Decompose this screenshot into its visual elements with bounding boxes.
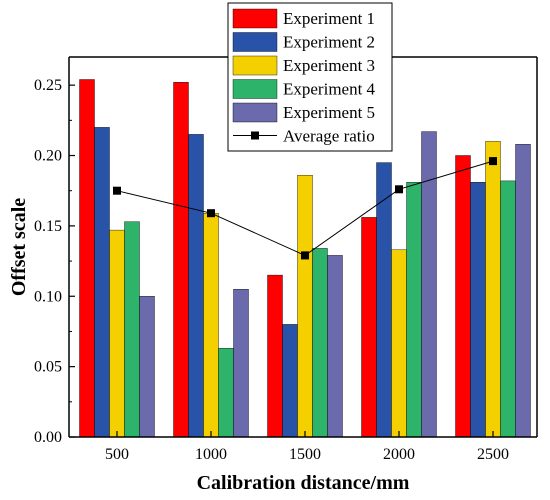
bar-exp3-2000 xyxy=(391,249,407,438)
bar-exp3-1500 xyxy=(297,174,313,438)
legend: Experiment 1 Experiment 2 Experiment 3 Expe… xyxy=(227,2,393,152)
bar-exp5-500 xyxy=(139,296,155,438)
x-axis-title: Calibration distance/mm xyxy=(197,472,410,494)
bar-exp3-1000 xyxy=(203,212,219,438)
legend-swatch-exp2 xyxy=(232,32,278,52)
bar-exp4-2500 xyxy=(500,180,516,438)
bar-exp1-1500 xyxy=(267,274,283,438)
legend-label-exp1: Experiment 1 xyxy=(283,9,375,28)
legend-label-exp2: Experiment 2 xyxy=(283,33,375,52)
average-line-layer xyxy=(113,157,497,260)
x-tick-label: 500 xyxy=(105,446,129,463)
bar-exp2-2500 xyxy=(470,182,486,438)
bars-layer xyxy=(79,79,531,438)
bar-exp3-500 xyxy=(109,229,125,438)
y-tick-label: 0.20 xyxy=(34,148,62,165)
bar-exp4-500 xyxy=(124,221,140,438)
bar-exp2-1500 xyxy=(282,324,298,438)
bar-exp5-2000 xyxy=(421,131,437,438)
x-tick-label: 1000 xyxy=(195,446,227,463)
x-tick-label: 2500 xyxy=(477,446,509,463)
bar-exp5-1500 xyxy=(327,255,343,438)
bar-exp5-2500 xyxy=(515,144,531,438)
x-tick-label: 2000 xyxy=(383,446,415,463)
legend-label-exp5: Experiment 5 xyxy=(283,103,375,122)
legend-swatch-exp4 xyxy=(232,79,278,99)
y-tick-label: 0.15 xyxy=(34,218,62,235)
average-ratio-point-2000 xyxy=(395,185,403,194)
y-tick-label: 0.10 xyxy=(34,288,62,305)
bar-exp2-500 xyxy=(94,127,110,438)
bar-exp3-2500 xyxy=(485,141,501,438)
legend-label-exp4: Experiment 4 xyxy=(283,80,376,99)
legend-swatch-exp1 xyxy=(232,8,278,29)
bar-exp1-500 xyxy=(79,79,95,438)
legend-label-average: Average ratio xyxy=(283,127,375,146)
average-ratio-point-2500 xyxy=(489,157,497,166)
legend-label-exp3: Experiment 3 xyxy=(283,56,375,75)
y-tick-label: 0.00 xyxy=(34,429,62,446)
bar-exp1-2500 xyxy=(455,155,471,438)
average-ratio-point-1000 xyxy=(207,209,215,218)
axes-layer: 0.00 0.05 0.10 0.15 0.20 0.25 500 1000 1500 2000 2… xyxy=(34,56,538,463)
average-ratio-point-1500 xyxy=(301,251,309,260)
bar-exp4-1500 xyxy=(312,248,328,438)
legend-swatch-exp5 xyxy=(232,102,278,123)
bar-exp5-1000 xyxy=(233,289,249,438)
y-tick-label: 0.05 xyxy=(34,359,62,376)
average-ratio-point-500 xyxy=(113,186,121,195)
y-tick-label: 0.25 xyxy=(34,77,62,94)
bar-exp4-2000 xyxy=(406,182,422,438)
legend-swatch-exp3 xyxy=(232,55,278,76)
legend-marker-average xyxy=(251,131,259,140)
y-axis-title: Offset scale xyxy=(8,198,30,296)
bar-exp4-1000 xyxy=(218,348,234,438)
x-tick-label: 1500 xyxy=(289,446,321,463)
bar-exp1-1000 xyxy=(173,82,189,438)
bar-exp2-1000 xyxy=(188,134,204,438)
bar-exp1-2000 xyxy=(361,217,377,438)
